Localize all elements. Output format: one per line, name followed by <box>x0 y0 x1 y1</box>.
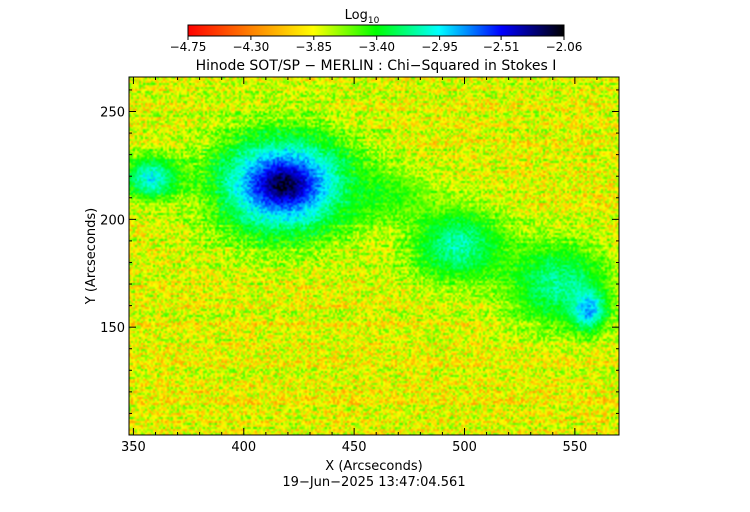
y-tick-label: 150 <box>100 321 125 336</box>
colorbar <box>187 24 565 37</box>
colorbar-label-main: Log <box>345 8 368 23</box>
y-tick-label: 250 <box>100 106 125 121</box>
chart-title: Hinode SOT/SP − MERLIN : Chi−Squared in … <box>196 58 557 74</box>
x-tick-label: 450 <box>342 440 367 455</box>
plot-frame <box>128 76 620 436</box>
x-tick-label: 350 <box>121 440 146 455</box>
x-axis: 350 400 450 500 550 <box>121 77 620 455</box>
x-tick-label: 550 <box>562 440 587 455</box>
y-tick-label: 200 <box>100 213 125 228</box>
timestamp: 19−Jun−2025 13:47:04.561 <box>282 475 465 490</box>
colorbar-tick-label: −2.06 <box>546 40 583 54</box>
colorbar-tick-label: −4.30 <box>233 40 270 54</box>
colorbar-tick-label: −3.40 <box>358 40 395 54</box>
x-tick-label: 500 <box>452 440 477 455</box>
colorbar-tick-label: −2.51 <box>483 40 520 54</box>
colorbar-tick-label: −2.95 <box>421 40 458 54</box>
colorbar-ticks: −4.75 −4.30 −3.85 −3.40 −2.95 −2.51 −2.06 <box>170 36 583 54</box>
x-axis-label: X (Arcseconds) <box>325 459 422 474</box>
y-axis: 150 200 250 <box>100 89 619 436</box>
colorbar-label: Log10 <box>345 8 380 26</box>
colorbar-label-sub: 10 <box>368 16 380 26</box>
heatmap-image <box>129 77 619 435</box>
y-axis-label: Y (Arcseconds) <box>84 208 99 305</box>
heatmap-raster <box>129 77 619 435</box>
colorbar-tick-label: −3.85 <box>295 40 332 54</box>
colorbar-tick-label: −4.75 <box>170 40 207 54</box>
x-tick-label: 400 <box>231 440 256 455</box>
